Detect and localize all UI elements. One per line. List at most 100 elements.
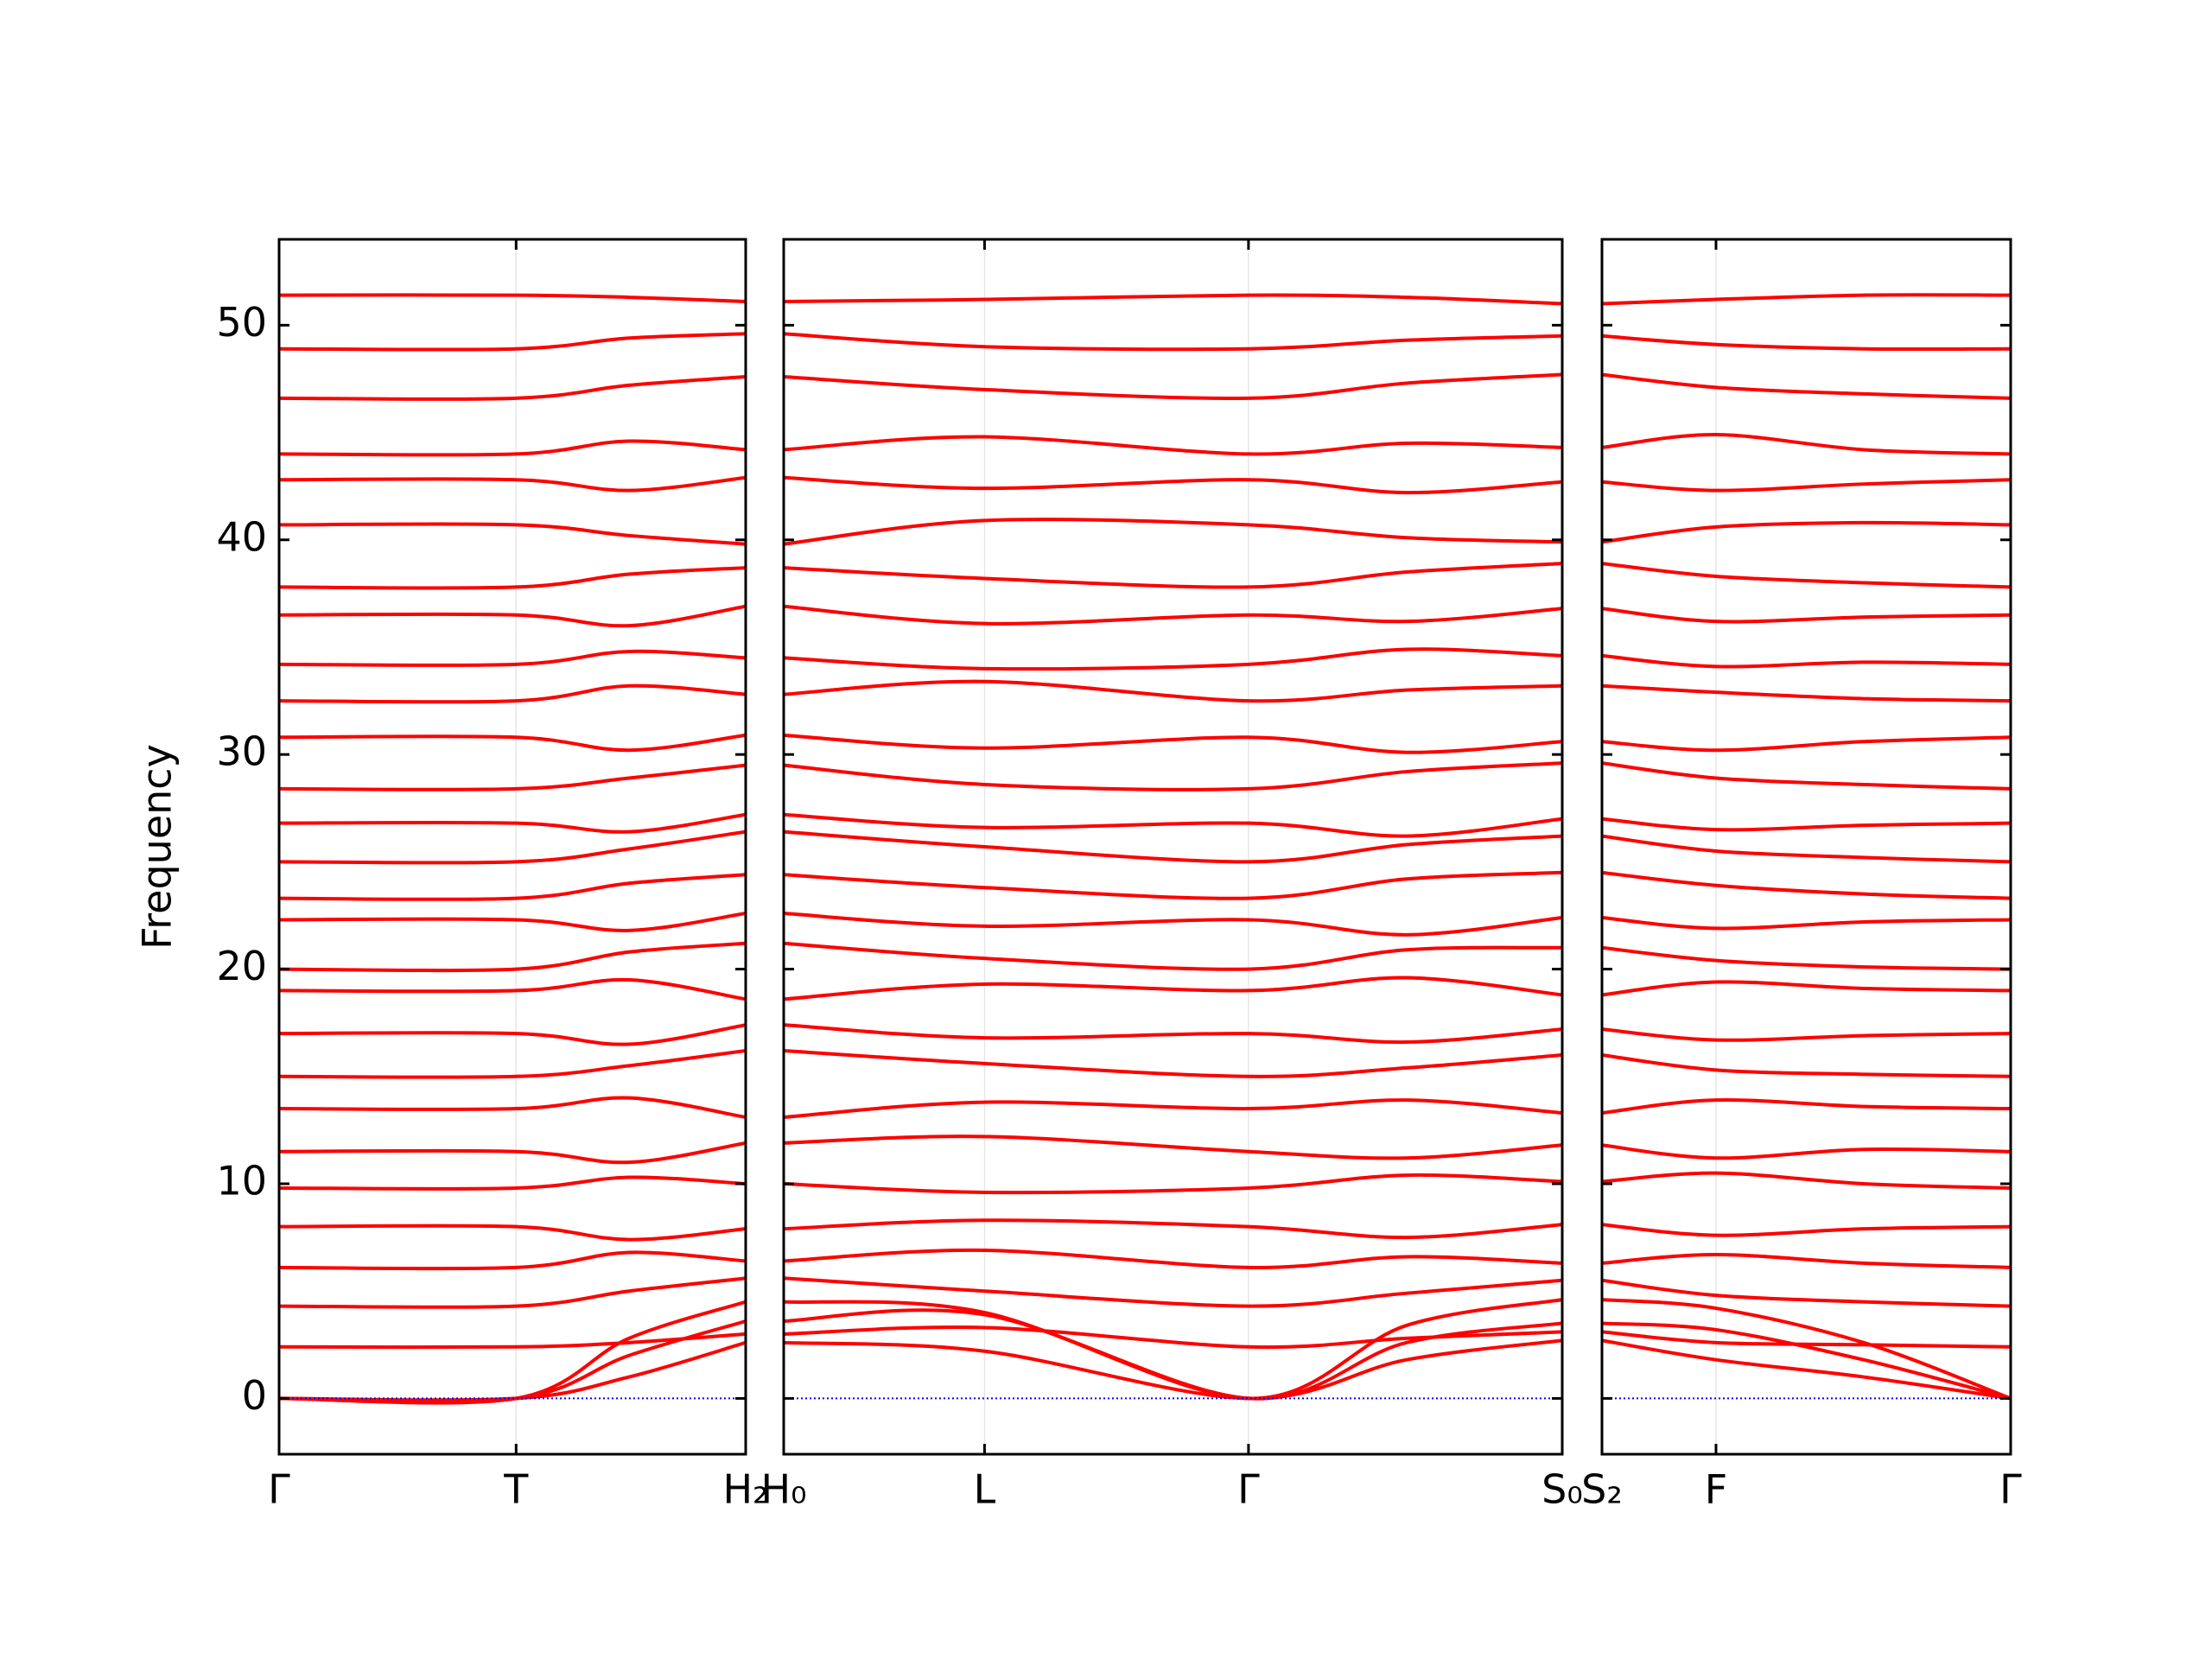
band-line [1602, 1338, 2011, 1401]
band-line [279, 1340, 746, 1402]
band-line [279, 293, 746, 304]
band-line [279, 1096, 746, 1119]
band-line [784, 293, 1562, 306]
band-line [279, 1319, 746, 1404]
x-tick-label: Γ [1999, 1466, 2022, 1513]
band-line [784, 1218, 1562, 1240]
band-line [784, 1135, 1562, 1160]
x-tick-label: T [503, 1466, 529, 1513]
panel-frame [1600, 238, 2012, 1456]
band-line [784, 733, 1562, 754]
band-line [279, 763, 746, 791]
band-line [784, 1276, 1562, 1308]
band-line [279, 941, 746, 973]
band-line [784, 812, 1562, 838]
band-line [784, 562, 1562, 589]
x-tick-label: S₂ [1581, 1466, 1623, 1513]
band-line [279, 1250, 746, 1271]
band-line [1602, 1223, 2011, 1237]
band-line [784, 1098, 1562, 1119]
band-line [784, 761, 1562, 791]
band-line [1602, 1252, 2011, 1269]
band-line [279, 912, 746, 932]
band-line [784, 1298, 1562, 1401]
y-tick-label: 50 [216, 299, 267, 346]
band-line [1602, 334, 2011, 352]
x-tick-label: F [1705, 1466, 1727, 1513]
band-line [784, 647, 1562, 671]
band-line [1602, 915, 2011, 931]
band-line [279, 1276, 746, 1309]
band-line [279, 812, 746, 834]
band-line [279, 1300, 746, 1405]
band-line [784, 1338, 1562, 1401]
band-line [279, 683, 746, 704]
band-line [784, 870, 1562, 900]
band-line [784, 976, 1562, 1001]
x-tick-label: L [974, 1466, 996, 1513]
band-line [1602, 433, 2011, 456]
band-line [279, 1332, 746, 1350]
band-line [784, 941, 1562, 971]
band-line [279, 522, 746, 546]
band-line [1602, 1052, 2011, 1078]
x-tick-label: Γ [1237, 1466, 1260, 1513]
band-line [1602, 653, 2011, 669]
band-line [1602, 870, 2011, 900]
band-line [1602, 1171, 2011, 1190]
band-line [1602, 478, 2011, 493]
band-line [1602, 1278, 2011, 1308]
band-line [1602, 817, 2011, 832]
x-tick-label: Γ [268, 1466, 290, 1513]
band-line [279, 475, 746, 493]
panel-frame [277, 238, 747, 1456]
y-tick-label: 0 [242, 1372, 267, 1419]
band-line [279, 977, 746, 1001]
band-line [279, 873, 746, 901]
band-line [1602, 1097, 2011, 1116]
band-line [784, 435, 1562, 456]
band-line [784, 679, 1562, 703]
band-line [1602, 520, 2011, 544]
bands [279, 293, 746, 1405]
band-line [279, 332, 746, 352]
band-line [784, 604, 1562, 626]
y-tick-label: 30 [216, 728, 267, 775]
band-line [784, 1325, 1562, 1350]
y-tick-label: 20 [216, 943, 267, 989]
band-line [279, 733, 746, 753]
band-line [279, 1141, 746, 1165]
band-line [279, 374, 746, 401]
band-line [279, 604, 746, 628]
band-line [1602, 1330, 2011, 1349]
band-line [1602, 1027, 2011, 1042]
band-line [1602, 980, 2011, 997]
band-line [1602, 1321, 2011, 1401]
y-tick-label: 40 [216, 513, 267, 560]
band-line [784, 372, 1562, 400]
band-line [279, 1175, 746, 1191]
band-line [784, 332, 1562, 352]
band-line [279, 1049, 746, 1079]
band-line [1602, 834, 2011, 864]
band-line [784, 1048, 1562, 1078]
band-line [279, 439, 746, 457]
y-tick-label: 10 [216, 1158, 267, 1205]
band-line [279, 649, 746, 667]
band-line [784, 830, 1562, 864]
band-line [279, 1023, 746, 1046]
band-line [784, 912, 1562, 937]
band-line [1602, 761, 2011, 791]
band-line [279, 1224, 746, 1242]
band-line [279, 566, 746, 590]
band-line [784, 1248, 1562, 1269]
band-line [784, 1173, 1562, 1195]
band-line [1602, 735, 2011, 753]
band-line [1602, 293, 2011, 306]
band-line [1602, 562, 2011, 589]
band-line [1602, 607, 2011, 624]
band-line [784, 1023, 1562, 1045]
x-tick-label: H₂ [722, 1466, 768, 1513]
band-line [1602, 372, 2011, 400]
